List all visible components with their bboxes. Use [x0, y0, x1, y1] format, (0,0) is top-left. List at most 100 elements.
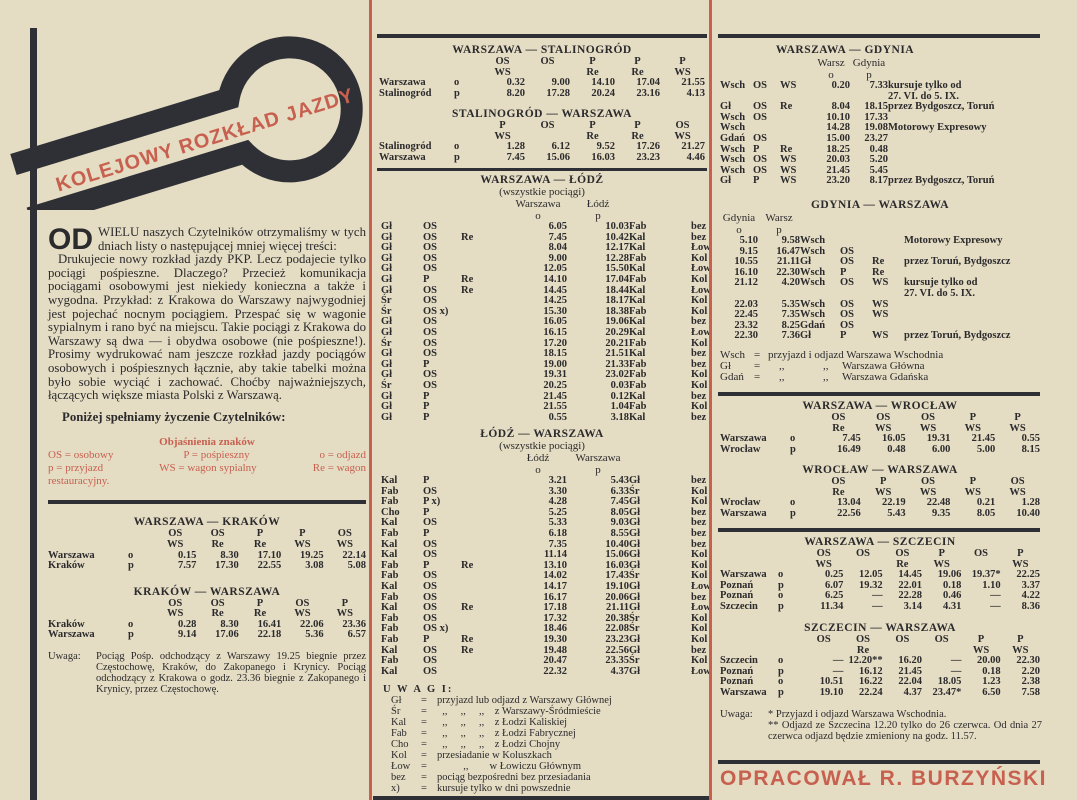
cell [461, 487, 509, 498]
cell: 6.33 [610, 485, 629, 497]
intro-lead: WIELU naszych Czytelników otrzymaliśmy w… [98, 225, 366, 253]
column-header [691, 198, 703, 210]
train-type: OS [816, 548, 831, 559]
column-header-row: Łódź Warszawa [381, 452, 703, 464]
cell: 15.50 [605, 263, 629, 275]
cell: Fab [629, 379, 647, 391]
station: Warszawa [720, 686, 767, 698]
table-warszawa-gdynia: WARSZAWA — GDYNIA Warsz Gdynia o p Wsch OS WS 0.… [720, 44, 1076, 187]
time-cell: 6.12 [551, 141, 570, 153]
time-cell: 23.47* [932, 686, 962, 698]
cell: 14.10 [543, 273, 567, 285]
cell [872, 289, 904, 300]
train-type: WS [815, 558, 832, 570]
time-cell: 0.32 [506, 77, 525, 89]
time-cell: 1.10 [982, 579, 1001, 591]
train-type: OS [675, 120, 690, 131]
cell: Gł [629, 506, 641, 518]
station: Stalinogród [379, 141, 432, 153]
cell: Wsch [800, 277, 826, 289]
train-type: OS [1010, 476, 1025, 487]
cell: Fab [381, 570, 399, 582]
time-cell: 9.52 [596, 141, 615, 153]
cell: WS [780, 164, 797, 176]
time-cell: 1.28 [1021, 497, 1040, 509]
cell: Kal [629, 284, 646, 296]
time-cell: 21.45 [971, 433, 996, 445]
cell: OS [423, 284, 438, 296]
divider [718, 34, 1040, 38]
table-row: Gł OS 18.15 21.51 Kal bez [381, 348, 706, 360]
note-row: Gł = ,, ,, Warszawa Główna [720, 361, 1070, 372]
time-cell: 23.23 [636, 151, 660, 163]
cell: 6.05 [548, 221, 567, 232]
cell: OS [423, 655, 438, 667]
cell: Gł [629, 602, 641, 614]
cell: 18.15 [543, 348, 567, 360]
cell: 8.25 [781, 319, 800, 331]
table-row: Śr OS 17.20 20.21 Fab Kol [381, 338, 707, 350]
cell: OS [423, 252, 438, 264]
cell: 0.12 [610, 390, 629, 402]
column-header [691, 452, 703, 464]
cell [888, 134, 1076, 145]
cell [461, 571, 509, 582]
cell: Fab [629, 358, 647, 370]
cell: 18.38 [605, 305, 629, 317]
note-row: bez = pociąg bezpośredni bez przesiadania [391, 772, 705, 783]
cell: 22.56 [605, 644, 629, 656]
note-row: Śr = ,, ,, ,, z Warszawy-Śródmieście [391, 706, 705, 717]
arr-dep-mark: o [778, 676, 784, 688]
arr-dep-mark [840, 224, 872, 236]
cell: Gdań [800, 319, 826, 331]
note-line: * Przyjazd i odjazd Warszawa Wschodnia. [768, 709, 947, 720]
divider [718, 528, 1040, 532]
lodz-notes: U W A G I: Gł = przyjazd lub odjazd z Wars… [383, 684, 705, 794]
cell: OS [423, 348, 438, 360]
table-row: Kal P 3.21 5.43 Gł bez [381, 475, 706, 487]
time-cell: 7.45 [842, 433, 861, 445]
cell: Kol [691, 612, 708, 624]
cell: 21.45 [826, 164, 850, 176]
arr-dep-mark: o [535, 464, 541, 476]
train-type: WS [933, 558, 950, 570]
cell: Kal [629, 348, 646, 360]
cell: 0.03 [610, 379, 629, 391]
cell: Kal [629, 295, 646, 307]
train-type-row: WS Re Re WS [379, 130, 705, 143]
table-row: Fab OS 3.30 6.33 Śr Kol [381, 485, 707, 498]
definition: pociąg bezpośredni bez przesiadania [437, 772, 591, 783]
train-type: P [969, 412, 976, 423]
table-row: Kal OS 5.33 9.03 Gł bez [381, 518, 706, 529]
train-type: WS [167, 608, 184, 620]
cell: 0.48 [869, 143, 888, 155]
cell: 21.11 [605, 602, 629, 614]
cell: Kal [381, 549, 398, 561]
table-row: 27. VI. do 5. IX. [720, 91, 1076, 103]
divider [377, 34, 707, 38]
train-type: WS [494, 130, 511, 142]
cell: P [423, 506, 430, 518]
time-cell: 17.10 [257, 549, 282, 561]
table-row: Wsch OS WS 20.03 5.20 [720, 155, 1076, 166]
time-cell: 9.14 [178, 629, 197, 641]
cell [461, 381, 509, 392]
arr-dep-mark: p [866, 69, 872, 81]
arr-dep-mark: o [128, 549, 134, 561]
cell: 23.35 [605, 655, 629, 667]
train-type: P [341, 597, 348, 609]
time-cell: — [990, 600, 1001, 612]
cell: Śr [629, 485, 640, 497]
time-cell: 16.20 [898, 655, 922, 667]
time-cell: 4.37 [903, 686, 922, 698]
train-type: OS [816, 634, 831, 645]
cell: OS [423, 263, 438, 275]
time-cell: 6.50 [982, 686, 1001, 698]
train-type: WS [919, 422, 937, 434]
train-type: P [969, 476, 976, 487]
train-type: WS [964, 422, 981, 434]
column-header-row: Warsz Gdynia [720, 57, 1076, 69]
arr-dep-mark: o [828, 69, 834, 81]
train-type: P [256, 528, 264, 540]
